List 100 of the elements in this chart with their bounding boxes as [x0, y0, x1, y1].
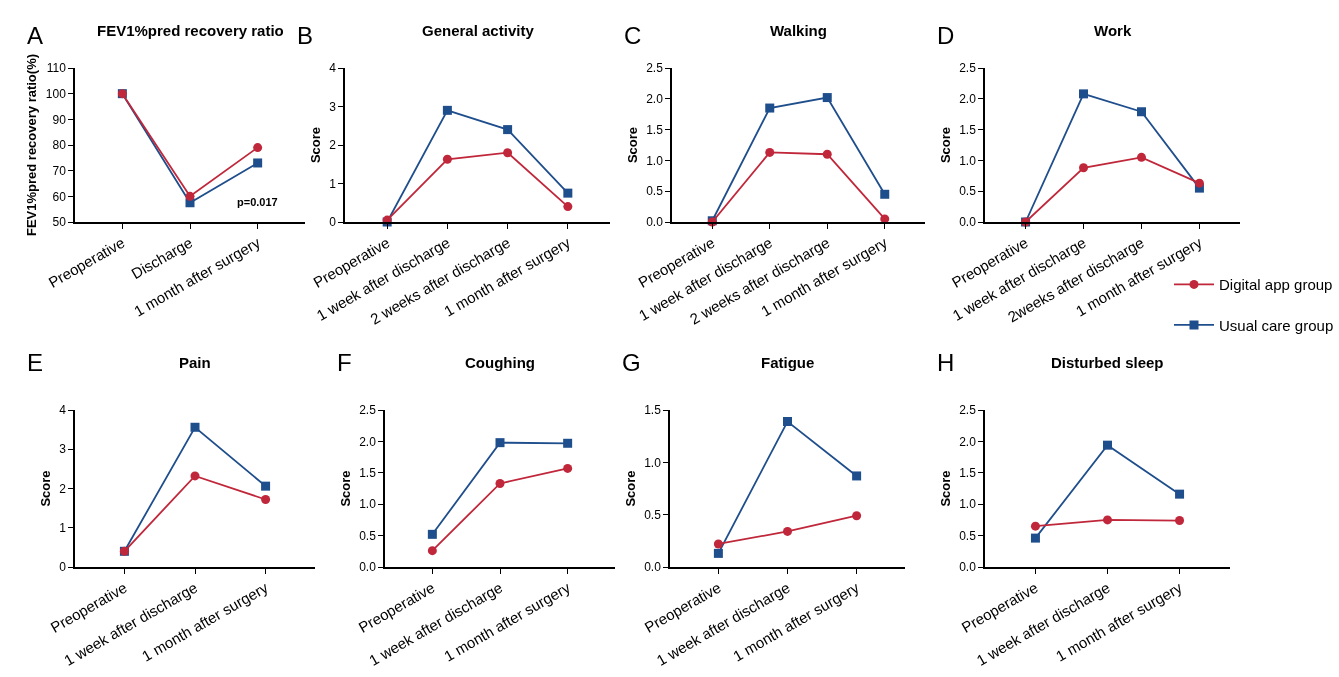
- point: [1103, 515, 1112, 525]
- y-tick-label: 1.0: [644, 455, 662, 470]
- y-axis-title: FEV1%pred recovery ratio(%): [24, 53, 40, 237]
- y-tick-label: 2.0: [959, 92, 977, 106]
- legend-label: Usual care group: [1219, 316, 1334, 334]
- point: [563, 438, 573, 448]
- y-tick-label: 100: [45, 86, 67, 101]
- y-axis-title: Score: [937, 470, 953, 507]
- y-axis-title: Score: [307, 126, 323, 164]
- point: [503, 148, 513, 158]
- point: [495, 478, 505, 488]
- point: [190, 422, 200, 432]
- y-tick-label: 90: [52, 112, 67, 127]
- y-tick-label: 110: [46, 61, 67, 76]
- point: [1030, 521, 1040, 531]
- y-tick-label: 2.5: [959, 61, 977, 76]
- text: G: [622, 349, 641, 376]
- y-tick-label: 0: [329, 215, 337, 230]
- y-tick-label: 2.0: [359, 434, 377, 449]
- y-tick-label: 1.5: [959, 466, 977, 480]
- point: [1103, 440, 1112, 450]
- y-tick-label: 1: [329, 176, 337, 191]
- y-tick-label: 0.0: [959, 560, 977, 575]
- y-axis-title: Score: [937, 126, 953, 164]
- y-axis-title: Score: [624, 126, 640, 164]
- y-tick-label: 0.0: [644, 560, 662, 575]
- point: [442, 105, 452, 115]
- point: [261, 481, 271, 491]
- point: [442, 154, 452, 164]
- y-tick-label: 80: [52, 138, 67, 153]
- chart-title: Fatigue: [761, 354, 815, 371]
- chart-title: FEV1%pred recovery ratio: [97, 22, 284, 39]
- legend-label: Digital app group: [1219, 276, 1333, 294]
- y-tick-label: 70: [52, 163, 67, 178]
- y-tick-label: 1.5: [359, 466, 377, 480]
- text: H: [937, 349, 955, 376]
- point: [427, 529, 437, 539]
- point: [185, 191, 195, 201]
- text: F: [337, 349, 352, 376]
- point: [765, 147, 775, 157]
- y-axis-title: Score: [37, 470, 53, 507]
- y-tick-label: 0.0: [646, 215, 664, 230]
- y-tick-label: 60: [52, 189, 67, 204]
- y-tick-label: 1.0: [959, 497, 977, 512]
- point: [783, 417, 792, 427]
- annotation: p=0.017: [237, 196, 278, 208]
- chart-title: Coughing: [465, 354, 535, 371]
- point: [427, 546, 437, 556]
- point: [1079, 89, 1089, 99]
- y-tick-label: 0: [59, 560, 67, 575]
- y-tick-label: 1.0: [959, 153, 977, 168]
- point: [783, 526, 792, 536]
- chart-title: Work: [1094, 22, 1132, 39]
- y-tick-label: 1: [59, 520, 67, 535]
- y-axis-title: Score: [622, 470, 638, 507]
- point: [822, 149, 832, 159]
- y-tick-label: 1.5: [644, 403, 662, 418]
- y-tick-label: 4: [59, 403, 67, 418]
- y-tick-label: 1.5: [646, 122, 664, 137]
- y-tick-label: 2: [59, 481, 67, 496]
- y-tick-label: 0.5: [644, 507, 662, 522]
- point: [563, 463, 573, 473]
- point: [503, 125, 513, 135]
- text: D: [937, 22, 955, 49]
- point: [822, 93, 832, 103]
- chart-title: Pain: [179, 354, 211, 371]
- chart-title: Walking: [770, 22, 827, 39]
- point: [1175, 516, 1185, 526]
- point: [495, 438, 505, 448]
- y-axis-title: Score: [337, 470, 353, 507]
- point: [1194, 178, 1204, 188]
- y-tick-label: 0.5: [959, 184, 977, 199]
- text: E: [27, 349, 44, 376]
- point: [1175, 489, 1185, 499]
- y-tick-label: 4: [329, 61, 337, 76]
- point: [852, 511, 862, 521]
- point: [1030, 533, 1040, 543]
- point: [253, 143, 263, 153]
- point: [713, 539, 723, 549]
- y-tick-label: 0.5: [359, 528, 377, 543]
- y-tick-label: 3: [59, 442, 67, 457]
- text: C: [624, 22, 642, 49]
- y-tick-label: 0.5: [959, 528, 977, 543]
- point: [713, 548, 723, 558]
- point: [253, 158, 263, 168]
- y-tick-label: 0.5: [646, 184, 664, 199]
- point: [261, 494, 271, 504]
- y-tick-label: 2.0: [646, 92, 664, 106]
- point: [1136, 152, 1146, 162]
- chart-title: General activity: [422, 22, 535, 39]
- y-tick-label: 2: [329, 138, 337, 153]
- point: [563, 188, 573, 198]
- y-tick-label: 1.5: [959, 122, 977, 137]
- y-tick-label: 2.5: [646, 61, 664, 76]
- chart-title: Disturbed sleep: [1051, 354, 1164, 371]
- y-tick-label: 2.5: [359, 403, 377, 418]
- y-tick-label: 2.5: [959, 403, 977, 418]
- point: [563, 202, 573, 212]
- y-tick-label: 0.0: [959, 215, 977, 230]
- point: [880, 189, 890, 199]
